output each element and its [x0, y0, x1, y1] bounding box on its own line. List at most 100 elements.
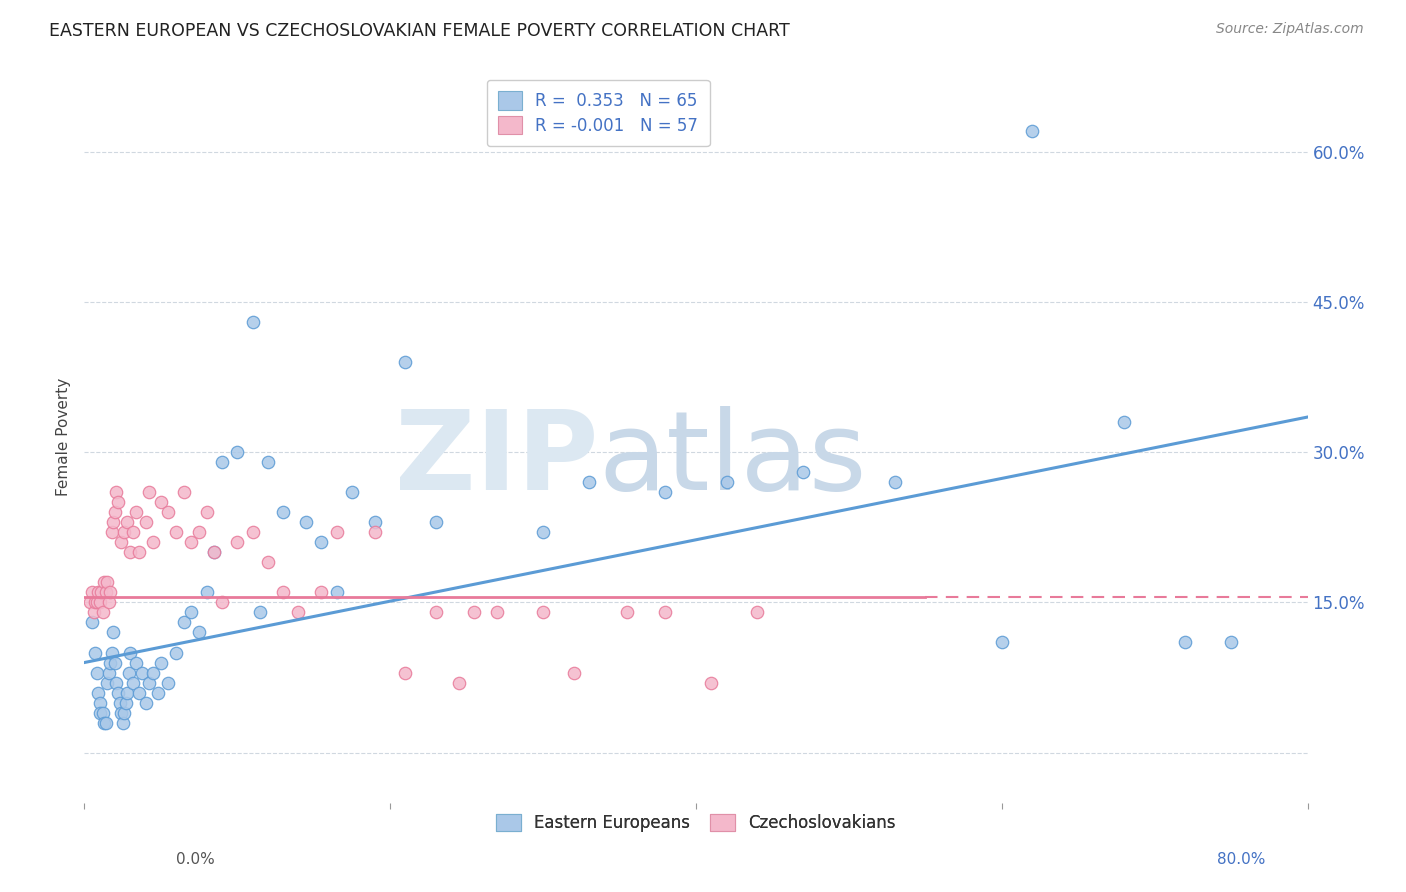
Point: [118, 665, 141, 680]
Point: [249, 606, 271, 620]
Point: [700, 675, 723, 690]
Point: [115, 515, 138, 529]
Point: [271, 505, 294, 519]
Point: [188, 525, 211, 540]
Point: [112, 525, 135, 540]
Point: [79, 595, 101, 609]
Point: [165, 525, 187, 540]
Point: [138, 675, 160, 690]
Point: [128, 545, 150, 559]
Point: [202, 545, 225, 559]
Point: [93, 715, 115, 730]
Point: [112, 706, 135, 720]
Text: 0.0%: 0.0%: [176, 852, 215, 867]
Point: [94, 715, 117, 730]
Point: [115, 685, 138, 699]
Point: [364, 515, 387, 529]
Point: [257, 555, 280, 569]
Point: [114, 696, 136, 710]
Point: [180, 606, 202, 620]
Point: [86, 665, 108, 680]
Point: [80, 615, 103, 630]
Text: Source: ZipAtlas.com: Source: ZipAtlas.com: [1216, 22, 1364, 37]
Point: [242, 315, 264, 329]
Point: [89, 595, 111, 609]
Point: [120, 545, 142, 559]
Point: [94, 585, 117, 599]
Point: [157, 675, 180, 690]
Text: atlas: atlas: [598, 406, 866, 513]
Point: [447, 675, 470, 690]
Point: [96, 575, 118, 590]
Point: [295, 515, 318, 529]
Point: [195, 505, 218, 519]
Y-axis label: Female Poverty: Female Poverty: [56, 378, 72, 496]
Point: [128, 685, 150, 699]
Point: [103, 625, 125, 640]
Point: [716, 475, 738, 490]
Point: [105, 675, 128, 690]
Point: [105, 485, 128, 500]
Point: [104, 505, 127, 519]
Point: [120, 646, 142, 660]
Point: [87, 585, 110, 599]
Point: [180, 535, 202, 549]
Point: [531, 606, 554, 620]
Point: [463, 606, 485, 620]
Point: [84, 595, 107, 609]
Point: [84, 646, 107, 660]
Point: [202, 545, 225, 559]
Text: 80.0%: 80.0%: [1218, 852, 1265, 867]
Point: [211, 595, 233, 609]
Point: [654, 485, 676, 500]
Point: [125, 505, 148, 519]
Point: [122, 525, 145, 540]
Point: [883, 475, 905, 490]
Point: [97, 595, 120, 609]
Point: [149, 495, 172, 509]
Point: [271, 585, 294, 599]
Legend: Eastern Europeans, Czechoslovakians: Eastern Europeans, Czechoslovakians: [489, 807, 903, 838]
Text: EASTERN EUROPEAN VS CZECHOSLOVAKIAN FEMALE POVERTY CORRELATION CHART: EASTERN EUROPEAN VS CZECHOSLOVAKIAN FEMA…: [49, 22, 790, 40]
Point: [311, 535, 333, 549]
Point: [142, 665, 165, 680]
Point: [1114, 415, 1136, 429]
Point: [98, 585, 121, 599]
Point: [1174, 635, 1197, 649]
Point: [394, 665, 416, 680]
Point: [257, 455, 280, 469]
Point: [394, 355, 416, 369]
Point: [91, 706, 114, 720]
Point: [149, 656, 172, 670]
Point: [83, 606, 105, 620]
Point: [131, 665, 153, 680]
Point: [111, 715, 134, 730]
Point: [578, 475, 600, 490]
Point: [188, 625, 211, 640]
Point: [138, 485, 160, 500]
Point: [486, 606, 509, 620]
Point: [110, 535, 132, 549]
Point: [101, 646, 124, 660]
Point: [195, 585, 218, 599]
Point: [173, 485, 195, 500]
Point: [107, 685, 129, 699]
Point: [287, 606, 309, 620]
Point: [91, 606, 114, 620]
Point: [747, 606, 769, 620]
Point: [425, 606, 447, 620]
Point: [135, 696, 157, 710]
Point: [211, 455, 233, 469]
Point: [226, 535, 249, 549]
Point: [89, 706, 111, 720]
Point: [104, 656, 127, 670]
Point: [562, 665, 585, 680]
Point: [616, 606, 638, 620]
Point: [89, 696, 111, 710]
Point: [125, 656, 148, 670]
Point: [325, 585, 347, 599]
Point: [792, 465, 814, 479]
Point: [96, 675, 118, 690]
Point: [108, 696, 131, 710]
Point: [1021, 124, 1043, 138]
